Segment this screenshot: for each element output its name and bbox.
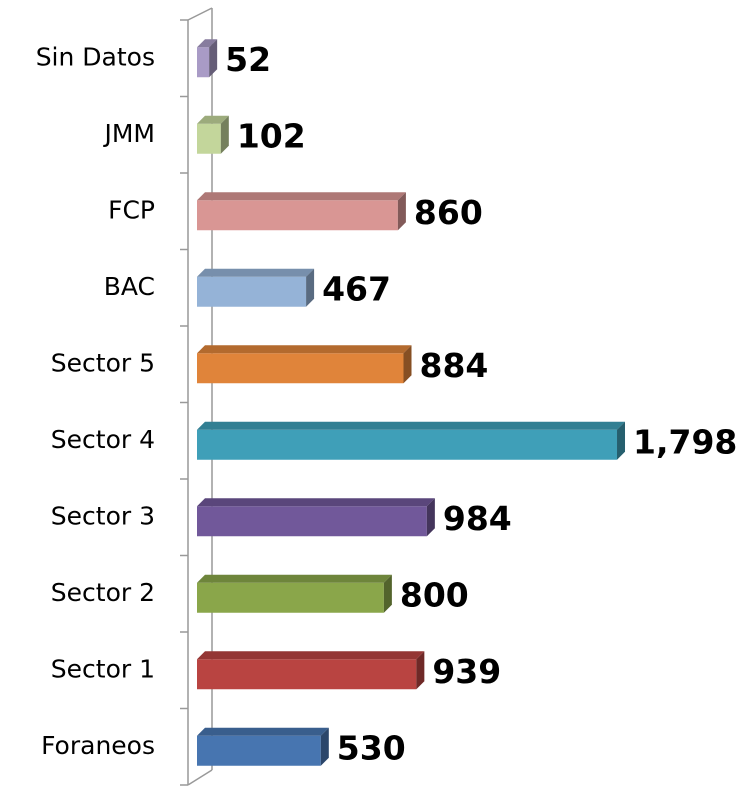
bar	[197, 574, 392, 613]
value-label: 800	[400, 575, 469, 614]
bar-top	[197, 345, 412, 354]
y-tick-label: JMM	[102, 119, 155, 148]
bar-top	[197, 498, 435, 507]
bar-side	[397, 192, 406, 231]
bar-front	[197, 353, 404, 384]
y-tick-label: Sector 1	[51, 654, 155, 683]
bar-side	[426, 498, 435, 537]
bar-front	[197, 276, 307, 307]
bar	[197, 115, 229, 154]
bar-front	[197, 506, 427, 537]
y-tick-label: Sector 3	[51, 501, 155, 530]
value-label: 939	[432, 652, 501, 691]
value-label: 102	[237, 116, 306, 155]
value-label: 1,798	[633, 422, 737, 461]
bar-top	[197, 39, 218, 48]
bar	[197, 727, 329, 766]
bar-front	[197, 123, 221, 154]
bar-top	[197, 421, 626, 430]
value-label: 884	[420, 346, 489, 385]
bar-top	[197, 651, 425, 660]
bar-front	[197, 47, 210, 78]
value-label: 860	[414, 193, 483, 232]
bar-front	[197, 659, 417, 690]
bar-side	[209, 39, 218, 78]
bar-top	[197, 268, 315, 277]
bar-front	[197, 429, 618, 460]
bar	[197, 498, 435, 537]
bar-side	[617, 421, 626, 460]
y-tick-label: Sector 4	[51, 425, 155, 454]
value-label: 467	[322, 269, 391, 308]
y-tick-label: Foraneos	[41, 731, 155, 760]
y-tick-label: FCP	[108, 195, 155, 224]
bar-front	[197, 200, 398, 231]
bar-front	[197, 582, 384, 613]
value-label: 52	[225, 40, 271, 79]
bar	[197, 421, 626, 460]
bar-side	[320, 727, 329, 766]
bar-top	[197, 192, 406, 201]
y-tick-label: Sector 5	[51, 348, 155, 377]
bar	[197, 192, 406, 231]
y-tick-label: BAC	[104, 272, 155, 301]
bar-top	[197, 727, 329, 736]
bar-top	[197, 574, 392, 583]
value-label: 984	[443, 499, 512, 538]
y-tick-label: Sector 2	[51, 578, 155, 607]
value-label: 530	[337, 728, 406, 767]
bar	[197, 651, 425, 690]
bar	[197, 345, 412, 384]
bar-side	[383, 574, 392, 613]
bar	[197, 39, 218, 78]
bar-front	[197, 735, 321, 766]
bar-top	[197, 115, 229, 124]
bar-side	[220, 115, 229, 154]
bar	[197, 268, 315, 307]
bar-side	[403, 345, 412, 384]
bar-side	[416, 651, 425, 690]
y-tick-label: Sin Datos	[36, 42, 155, 71]
bar-side	[306, 268, 315, 307]
